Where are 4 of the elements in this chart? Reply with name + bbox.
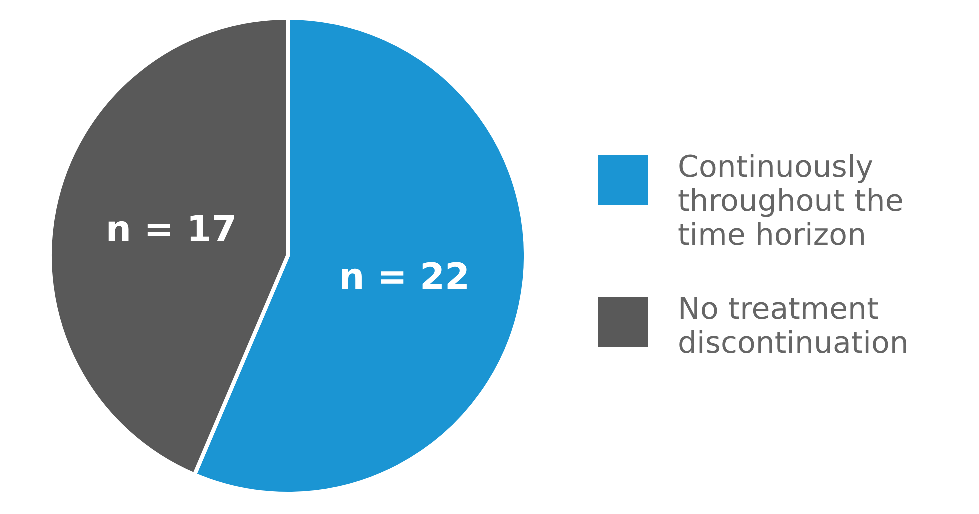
data-label: n = 22 xyxy=(339,257,470,298)
legend-label: Continuously throughout the time horizon xyxy=(678,150,905,253)
legend-label: No treatment discontinuation xyxy=(678,292,910,361)
data-label: n = 17 xyxy=(106,210,237,251)
